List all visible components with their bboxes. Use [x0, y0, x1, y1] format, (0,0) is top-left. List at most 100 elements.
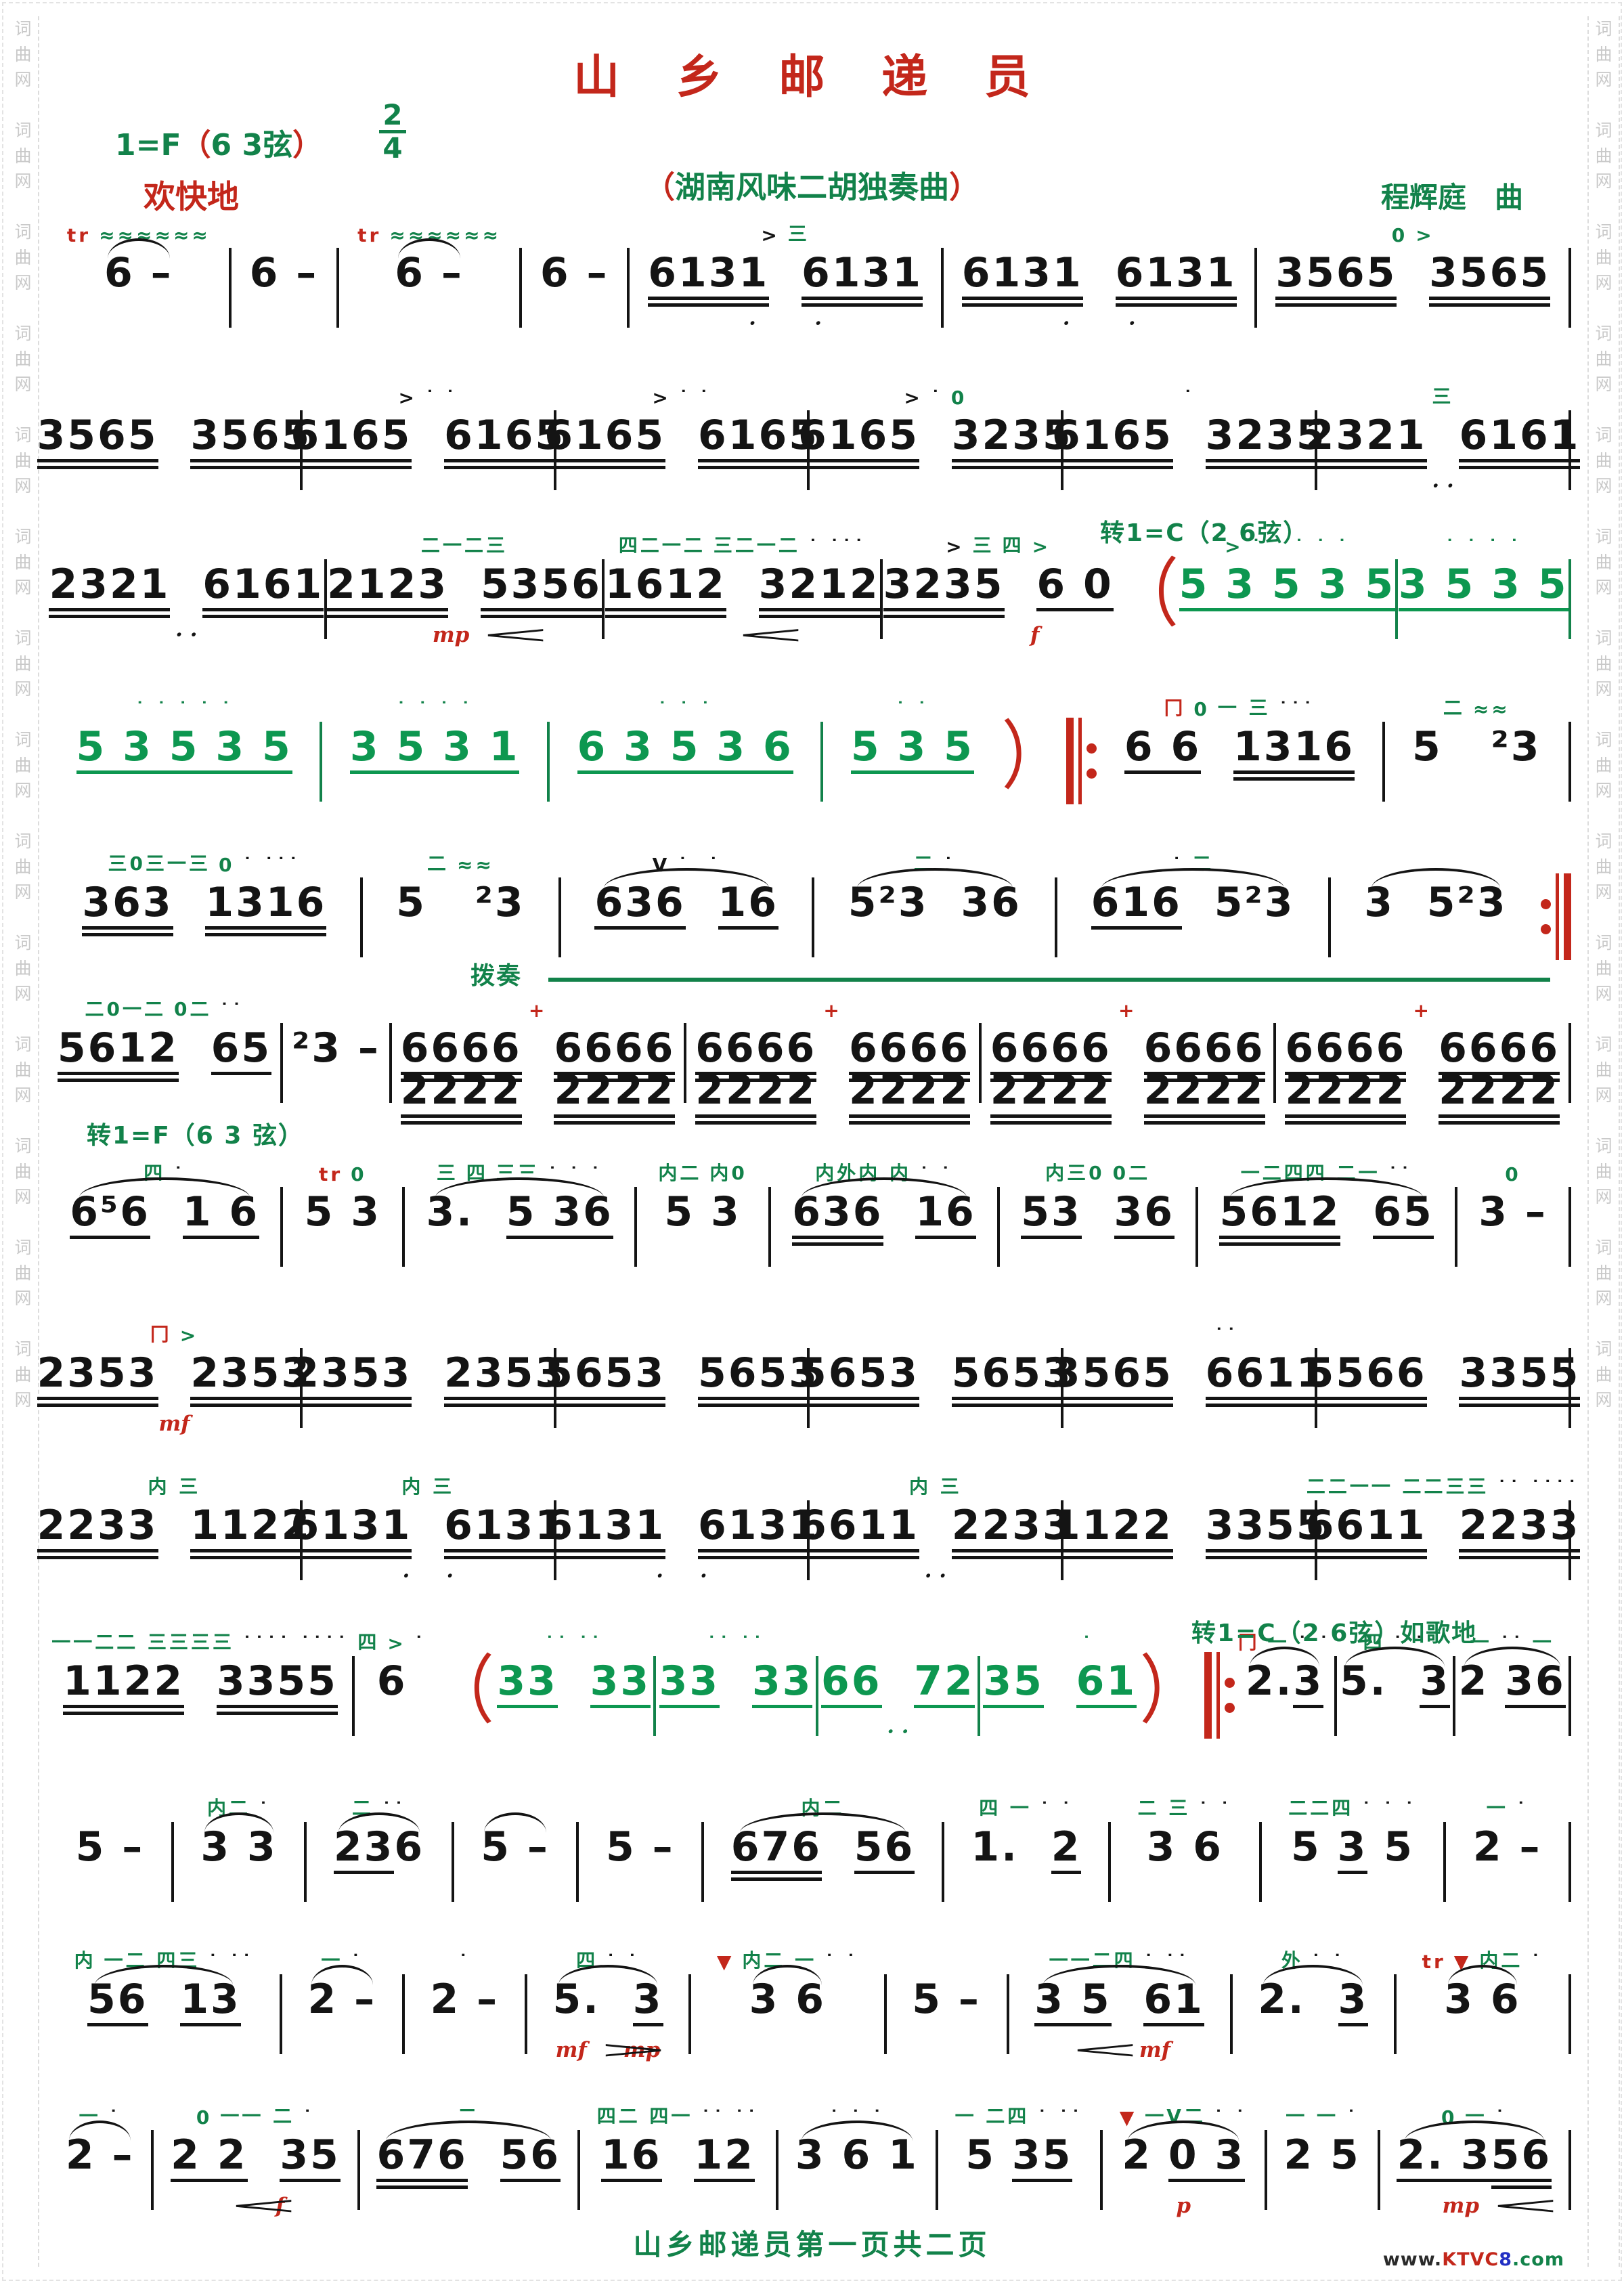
annotation-text: 0: [1505, 1163, 1521, 1186]
note-group: 1316: [205, 879, 327, 937]
note-group: 2 5: [1283, 2131, 1361, 2179]
measure: 冂 >2353 2353 mf: [37, 1316, 312, 1437]
measure: 0 一 ˙ 2. 356 mp <: [1380, 2097, 1568, 2219]
measure: 一 ˙ 2 –: [49, 2097, 151, 2217]
measure: 内 三 2233 1122: [37, 1468, 312, 1587]
barline: [978, 1023, 982, 1103]
measure: 四 一 ˙ ˙ 1. 2: [944, 1789, 1108, 1909]
measure: > 三四 >3235 6 0 f: [883, 527, 1114, 647]
measure: 内外内 内 ˙ ˙ 636 16: [771, 1154, 997, 1274]
annotation-text: 三0三一三: [108, 852, 211, 875]
measure: 二 676 56: [360, 2097, 577, 2217]
subtitle-paren-close: ）: [949, 169, 980, 205]
measure: 3 5²3: [1331, 845, 1541, 964]
score-system: ˙ ˙ ˙ ˙ ˙ 5 3 5 3 5 ˙ ˙ ˙ ˙ 3 5 3 1 ˙ ˙ ˙ 6 3…: [49, 689, 1572, 808]
modulation-label-f: 转1=F（6 3 弦）: [87, 1122, 304, 1150]
annotation-text: ˙˙: [1139, 1324, 1239, 1347]
barline: [883, 1974, 887, 2054]
note-group: 2353: [190, 1349, 312, 1408]
barline: [171, 1822, 174, 1902]
note-group: 16: [601, 2131, 662, 2183]
measure: 6 –: [522, 215, 627, 334]
annotation-text: ˙: [1026, 1632, 1094, 1655]
note-group: 5²3 36: [848, 879, 1022, 926]
note-group: [1201, 726, 1233, 768]
note-group: [1112, 1027, 1144, 1069]
annotation-text: · ·: [1062, 311, 1136, 336]
note-group: [1173, 1352, 1206, 1394]
annotation-text: ˙˙˙˙ ˙˙˙˙: [242, 1632, 349, 1655]
measure: ˙˙ ˙˙ 33 33: [494, 1624, 653, 1743]
annotation-text: 0: [351, 1163, 367, 1186]
barline: [352, 1656, 355, 1736]
section-paren: （: [429, 1647, 495, 1735]
barline: [1568, 1822, 1572, 1902]
annotation-text: ˙ ˙˙: [208, 1951, 255, 1973]
note-group: 3235: [1205, 412, 1327, 470]
note-group: 6666: [400, 1024, 522, 1083]
score-system: 二0一二 0二 ˙˙ 5612 65 ²3 – +6666 6666 2222 2222 +6…: [49, 991, 1572, 1152]
measure: 5 –: [579, 1789, 701, 1909]
note-group: 676: [730, 1823, 822, 1882]
barline: [653, 1656, 657, 1736]
note-group: [769, 252, 802, 294]
annotation-text: +: [1118, 999, 1137, 1022]
annotation-text: · ·: [656, 1564, 707, 1589]
barline: [701, 1822, 705, 1902]
annotation-text: +: [823, 999, 842, 1022]
slur-arc: [1345, 1647, 1445, 1667]
barline: [1568, 1187, 1572, 1267]
note-group: [665, 414, 698, 456]
score-system: 三0三一三 0 ˙ ˙˙˙ 363 1316 二 ≈≈ 5 ²3 V ˙ ˙ 636 16 二 ˙ 5²…: [49, 845, 1571, 964]
note-group: [1397, 252, 1429, 294]
measure: 二0一二 0二 ˙˙ 5612 65: [49, 991, 280, 1110]
annotation-text: ˙: [699, 387, 711, 409]
measure: 四 > ˙ 6: [355, 1624, 429, 1743]
barline: [1568, 722, 1572, 802]
note-group: 6 6: [1124, 723, 1202, 775]
measure: 一二四四 二一 ˙˙ 5612 65: [1198, 1154, 1455, 1274]
measure: 6 –: [232, 215, 336, 334]
annotation-text: 二一二三: [421, 534, 508, 557]
measure: ˙ ˙ ˙ ˙ ˙ 5 3 5 3 5: [49, 689, 320, 808]
note-group: [822, 1826, 854, 1868]
measure: 二 ≈≈ 5 ²3: [363, 845, 558, 964]
measure: 三0三一三 0 ˙ ˙˙˙ 363 1316: [49, 845, 360, 964]
annotation-text: mf: [555, 2038, 587, 2063]
note-group: 6666: [1439, 1024, 1560, 1083]
note-group: 1122: [1051, 1502, 1173, 1560]
measure: 一 二四 ˙ ˙˙ 5 35: [938, 2097, 1100, 2217]
measure: 一一二四 ˙ ˙˙ 3 5 61 < mf: [1009, 1942, 1230, 2064]
note-group: 6: [394, 1823, 425, 1871]
annotation-text: ˙ ˙ ˙ ˙ ˙: [1251, 536, 1350, 558]
annotation-text: 一 二四: [954, 2105, 1030, 2127]
measure: 0 一一 二 ˙ 2 2 35 < f: [154, 2097, 357, 2219]
barline: [1568, 1348, 1571, 1428]
annotation-text: 内 三: [148, 1475, 201, 1498]
note-group: 5 3: [664, 1188, 741, 1236]
section-paren: （: [1114, 550, 1179, 638]
note-group: [1005, 563, 1037, 605]
barline: [280, 1023, 284, 1103]
note-group: 5 3 5 3 5: [1179, 561, 1396, 612]
annotation-text: ˙˙ ˙˙: [707, 1632, 765, 1655]
note-group: 5: [1290, 1823, 1338, 1871]
note-group: 3 –: [1478, 1188, 1548, 1236]
score-system: 2321 6161 · · 二一二三 2123 5356 mp < 四二一二 三二一二 ˙ ˙˙…: [49, 527, 1572, 649]
note-group: 6 3 5 3 6: [577, 723, 794, 775]
note-group: 33: [659, 1657, 720, 1709]
barline: [1454, 1187, 1457, 1267]
annotation-text: ˙ ˙˙˙: [808, 536, 866, 558]
note-group: 2 2: [171, 2131, 248, 2183]
barline: [776, 2130, 779, 2210]
annotation-text: · ·: [887, 1720, 909, 1745]
annotation-text: mf: [158, 1412, 190, 1437]
note-group: 5653: [951, 1349, 1073, 1408]
note-group: 33: [497, 1657, 558, 1709]
modulation-label-c1: 转1=C（2 6弦）: [1100, 519, 1309, 547]
note-group: 2353: [290, 1349, 412, 1408]
note-group: 6165: [544, 412, 666, 470]
note-group: [1112, 1069, 1144, 1111]
note-group: [1427, 414, 1460, 456]
measure: 四二 四一 ˙˙ ˙˙ 16 12: [580, 2097, 776, 2217]
